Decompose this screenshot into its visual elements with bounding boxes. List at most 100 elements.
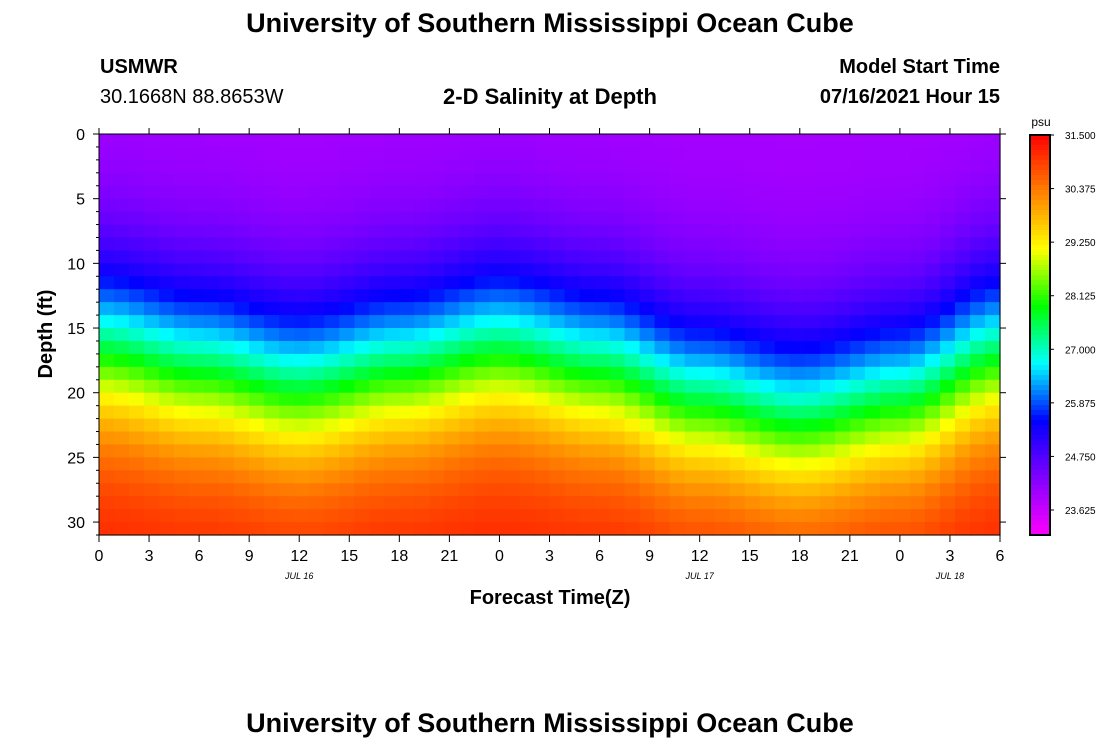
heatmap-cell [789, 340, 806, 355]
heatmap-cell [609, 250, 626, 264]
heatmap-cell [339, 340, 355, 355]
heatmap-cell [129, 159, 145, 174]
heatmap-cell [414, 146, 430, 161]
heatmap-cell [144, 328, 160, 342]
heatmap-cell [99, 431, 115, 446]
heatmap-cell [129, 302, 145, 316]
heatmap-cell [834, 237, 851, 252]
heatmap-cell [339, 418, 355, 433]
heatmap-cell [594, 276, 611, 290]
heatmap-cell [924, 496, 941, 510]
colorbar-swatch [1030, 160, 1050, 166]
heatmap-cell [309, 405, 325, 420]
heatmap-cell [744, 302, 761, 316]
heatmap-cell [864, 353, 881, 368]
heatmap-cell [939, 522, 956, 536]
heatmap-cell [879, 496, 896, 510]
colorbar-swatch [1030, 245, 1050, 251]
heatmap-cell [639, 237, 656, 252]
heatmap-cell [669, 289, 686, 303]
heatmap-cell [564, 340, 581, 355]
heatmap-cell [294, 302, 310, 316]
heatmap-cell [519, 224, 536, 239]
heatmap-cell [474, 263, 491, 277]
heatmap-cell [144, 134, 160, 148]
heatmap-cell [954, 146, 971, 161]
heatmap-cell [759, 340, 776, 355]
heatmap-cell [219, 522, 235, 536]
heatmap-cell [204, 470, 220, 484]
heatmap-cell [474, 185, 491, 200]
heatmap-cell [519, 328, 536, 342]
heatmap-cell [399, 509, 415, 523]
colorbar-swatch [1030, 355, 1050, 361]
heatmap-cell [504, 198, 521, 213]
heatmap-cell [639, 457, 656, 471]
heatmap-cell [279, 340, 295, 355]
heatmap-cell [699, 470, 716, 484]
heatmap-cell [669, 146, 686, 161]
heatmap-cell [654, 185, 671, 200]
heatmap-cell [969, 276, 986, 290]
heatmap-cell [879, 509, 896, 523]
heatmap-cell [219, 315, 235, 329]
heatmap-cell [564, 444, 581, 458]
heatmap-cell [354, 483, 370, 497]
colorbar-swatch [1030, 425, 1050, 431]
heatmap-cell [459, 379, 476, 394]
heatmap-cell [174, 237, 190, 252]
heatmap-cell [309, 250, 325, 264]
heatmap-cell [699, 211, 716, 226]
heatmap-cell [489, 263, 506, 277]
heatmap-cell [984, 315, 1001, 329]
heatmap-cell [594, 470, 611, 484]
heatmap-cell [504, 159, 521, 174]
heatmap-cell [894, 250, 911, 264]
heatmap-cell [639, 522, 656, 536]
heatmap-cell [939, 366, 956, 381]
heatmap-cell [699, 366, 716, 381]
heatmap-cell [924, 457, 941, 471]
heatmap-cell [729, 522, 746, 536]
heatmap-cell [174, 224, 190, 239]
heatmap-cell [264, 185, 280, 200]
heatmap-cell [954, 159, 971, 174]
heatmap-cell [669, 263, 686, 277]
colorbar-swatch [1030, 395, 1050, 401]
heatmap-cell [759, 289, 776, 303]
heatmap-cell [924, 470, 941, 484]
heatmap-cell [534, 483, 551, 497]
heatmap-cell [984, 146, 1001, 161]
heatmap-cell [339, 250, 355, 264]
heatmap-cell [174, 263, 190, 277]
heatmap-cell [159, 366, 175, 381]
heatmap-cell [819, 172, 836, 187]
heatmap-cell [264, 405, 280, 420]
x-tick-label: 0 [895, 548, 904, 565]
heatmap-cell [429, 159, 445, 174]
heatmap-cell [864, 431, 881, 446]
heatmap-cell [429, 302, 445, 316]
heatmap-cell [579, 496, 596, 510]
heatmap-cell [579, 198, 596, 213]
heatmap-cell [564, 418, 581, 433]
heatmap-cell [909, 405, 926, 420]
heatmap-cell [624, 457, 641, 471]
heatmap-cell [684, 263, 701, 277]
heatmap-cell [564, 250, 581, 264]
heatmap-cell [279, 172, 295, 187]
x-tick-label: 15 [340, 548, 358, 565]
heatmap-cell [204, 522, 220, 536]
colorbar-swatch [1030, 195, 1050, 201]
heatmap-cell [354, 470, 370, 484]
heatmap-cell [849, 134, 866, 148]
heatmap-cell [294, 431, 310, 446]
heatmap-cell [534, 185, 551, 200]
heatmap-cell [984, 185, 1001, 200]
heatmap-cell [879, 483, 896, 497]
heatmap-cell [354, 457, 370, 471]
heatmap-cell [654, 328, 671, 342]
colorbar-swatch [1030, 180, 1050, 186]
heatmap-cell [204, 159, 220, 174]
heatmap-cell [384, 431, 400, 446]
